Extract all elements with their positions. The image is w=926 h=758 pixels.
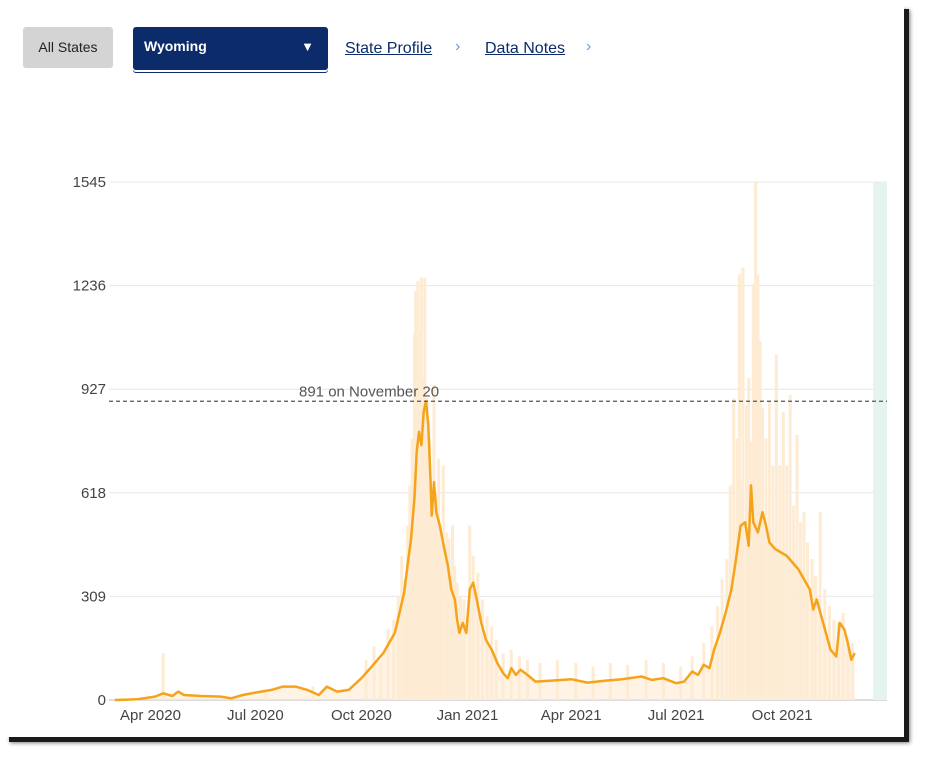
state-profile-link[interactable]: State Profile [345,40,433,57]
daily-bar [788,394,792,700]
daily-bar [737,274,741,700]
chevron-right-icon: › [455,38,461,55]
daily-bar [756,274,760,700]
chart-panel: All States Wyoming ▼ State Profile › Dat… [4,4,904,737]
y-tick-label: 927 [81,381,106,398]
y-tick-label: 618 [81,485,106,502]
chevron-right-icon: › [586,38,592,55]
x-tick-label: Jul 2020 [227,707,284,724]
x-tick-label: Jul 2021 [648,707,705,724]
state-select-value: Wyoming [144,38,207,54]
x-tick-label: Jan 2021 [437,707,499,724]
y-tick-label: 0 [98,692,106,709]
x-tick-label: Oct 2020 [331,707,392,724]
toolbar: All States Wyoming ▼ State Profile › Dat… [4,4,904,84]
annotation-label: 891 on November 20 [299,383,439,400]
all-states-button[interactable]: All States [23,27,113,68]
series-area [114,401,855,700]
state-select[interactable]: Wyoming ▼ [133,27,328,70]
daily-bar [774,354,778,700]
x-tick-label: Oct 2021 [752,707,813,724]
daily-bar [741,267,745,700]
y-tick-label: 1236 [73,278,106,295]
daily-bar [161,653,165,700]
y-tick-label: 1545 [73,174,106,191]
highlight-band [873,182,887,700]
x-tick-label: Apr 2021 [541,707,602,724]
x-tick-label: Apr 2020 [120,707,181,724]
daily-bar [732,398,736,700]
daily-bar [751,284,755,700]
series-line [114,400,856,702]
caret-down-icon: ▼ [301,39,314,54]
chart: 891 on November 20 0 309 618 927 1236 1545 Apr … [73,174,887,724]
y-tick-label: 309 [81,588,106,605]
daily-bar [754,182,758,700]
daily-bar [818,512,822,700]
data-notes-link[interactable]: Data Notes [485,40,566,57]
